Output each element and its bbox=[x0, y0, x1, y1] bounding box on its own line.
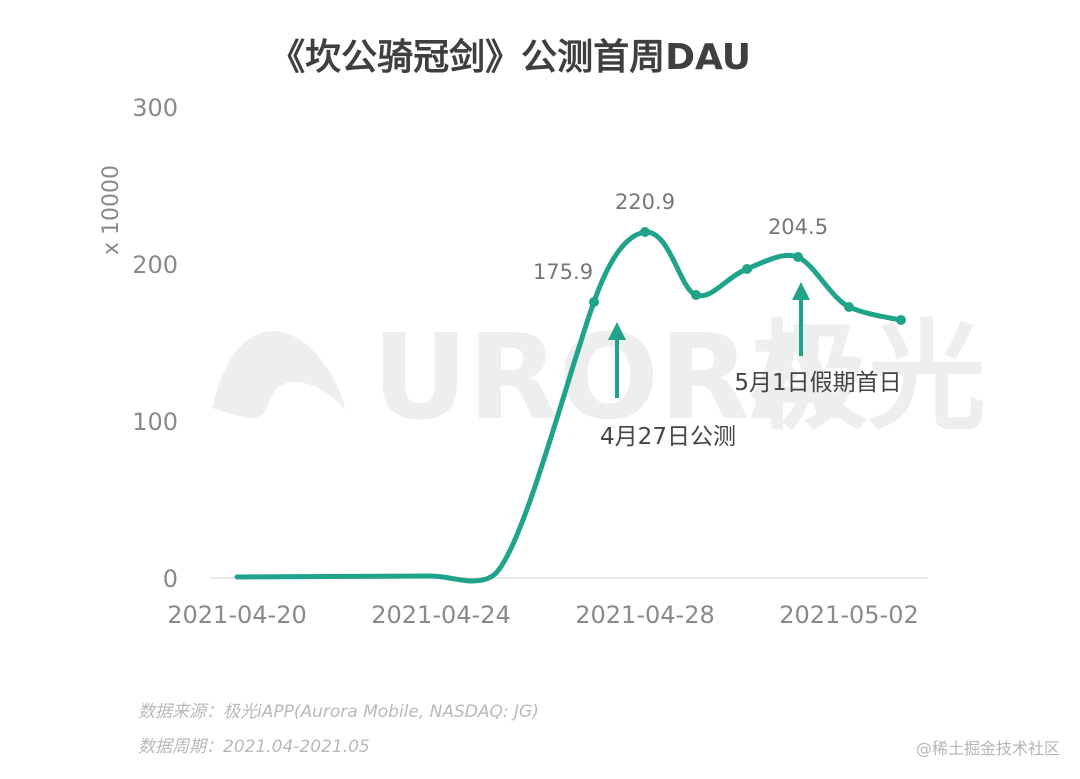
y-tick-100: 100 bbox=[132, 408, 178, 436]
x-tick-label: 2021-04-28 bbox=[575, 601, 714, 629]
data-label: 175.9 bbox=[533, 260, 593, 284]
data-point bbox=[640, 227, 650, 237]
annotation-launch: 4月27日公测 bbox=[600, 322, 736, 450]
credit-watermark: @稀土掘金技术社区 bbox=[915, 739, 1060, 758]
aurora-logo-icon bbox=[212, 331, 345, 418]
y-tick-200: 200 bbox=[132, 251, 178, 279]
data-source: 数据来源：极光iAPP(Aurora Mobile, NASDAQ: JG) bbox=[138, 702, 539, 722]
data-label: 204.5 bbox=[768, 215, 828, 239]
arrow-head-icon bbox=[792, 282, 810, 300]
annotation-holiday: 5月1日假期首日 bbox=[734, 282, 902, 396]
x-axis: 2021-04-20 2021-04-24 2021-04-28 2021-05… bbox=[167, 601, 918, 629]
x-tick-label: 2021-04-20 bbox=[167, 601, 306, 629]
annotation-label: 4月27日公测 bbox=[600, 424, 736, 450]
data-point bbox=[793, 252, 803, 262]
x-tick-label: 2021-04-24 bbox=[371, 601, 510, 629]
data-point bbox=[691, 290, 701, 300]
watermark-text: URORA bbox=[372, 308, 841, 446]
watermark-cn: 极光 bbox=[750, 308, 986, 446]
y-tick-0: 0 bbox=[163, 565, 178, 593]
chart-title: 《坎公骑冠剑》公测首周DAU bbox=[269, 37, 751, 78]
data-markers bbox=[589, 227, 906, 325]
data-point bbox=[844, 302, 854, 312]
y-tick-300: 300 bbox=[132, 94, 178, 122]
data-label: 220.9 bbox=[615, 190, 675, 214]
data-point bbox=[589, 297, 599, 307]
data-point bbox=[742, 264, 752, 274]
arrow-head-icon bbox=[608, 322, 626, 340]
data-period: 数据周期：2021.04-2021.05 bbox=[138, 737, 370, 757]
y-axis: 300 200 100 0 bbox=[132, 94, 178, 593]
aurora-watermark: URORA 极光 bbox=[212, 308, 986, 446]
data-point bbox=[896, 315, 906, 325]
y-axis-label: x 10000 bbox=[99, 165, 124, 255]
annotation-label: 5月1日假期首日 bbox=[734, 370, 901, 396]
x-tick-label: 2021-05-02 bbox=[779, 601, 918, 629]
